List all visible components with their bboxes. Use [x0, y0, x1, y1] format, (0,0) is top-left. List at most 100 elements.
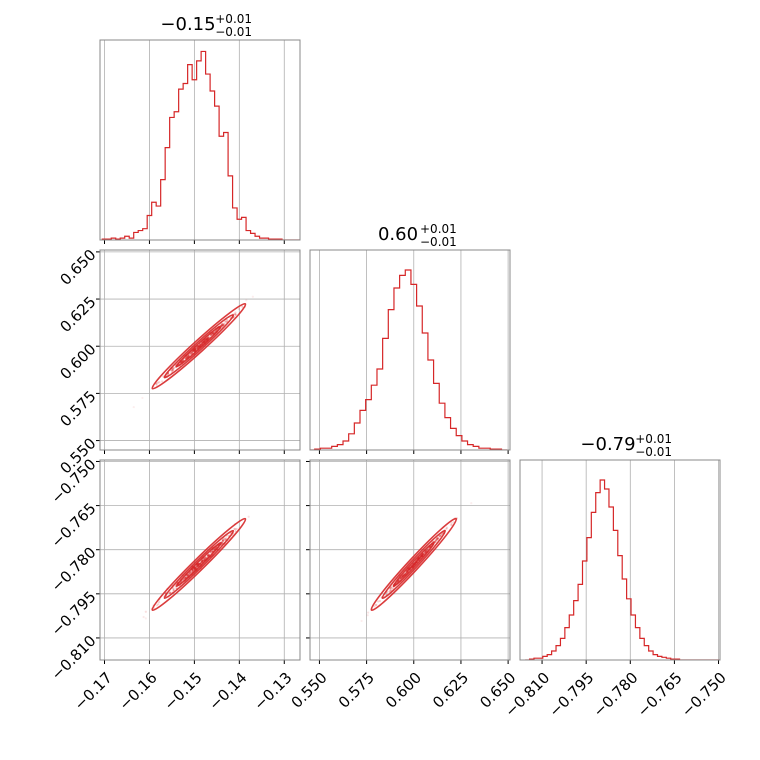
- scatter-p1-p2-contour-1: [163, 314, 235, 379]
- scatter-p2-p3-point-91: [407, 568, 410, 571]
- scatter-p2-p3-point-61: [418, 557, 421, 560]
- xtick-label-p1-3: −0.14: [205, 669, 250, 714]
- scatter-p2-p3-point-162: [402, 573, 406, 577]
- scatter-p2-p3-point-239: [449, 523, 452, 526]
- scatter-p1-p3-point-85: [206, 554, 210, 557]
- xtick-label-p1-1: −0.16: [116, 669, 161, 714]
- scatter-p2-p3-point-216: [435, 539, 438, 542]
- scatter-p2-p3-point-191: [411, 563, 414, 566]
- scatter-p1-p3-point-158: [142, 615, 145, 619]
- scatter-p2-p3-point-7: [412, 563, 415, 566]
- scatter-p2-p3-frame: [309, 459, 511, 661]
- scatter-p1-p2-point-197: [193, 347, 197, 351]
- scatter-p1-p3-point-43: [201, 559, 204, 563]
- scatter-p2-p3-point-172: [373, 605, 376, 608]
- scatter-p2-p3-point-134: [416, 558, 419, 561]
- scatter-p1-p3-point-51: [200, 560, 203, 563]
- scatter-p1-p3-point-216: [212, 548, 215, 552]
- scatter-p1-p2-point-113: [234, 311, 237, 314]
- title-p3: −0.79: [580, 434, 635, 455]
- scatter-p2-p3-point-224: [401, 575, 404, 578]
- scatter-p1-p3-point-124: [234, 530, 237, 533]
- scatter-p2-p3-point-149: [389, 586, 392, 589]
- xtick-label-p2-2: 0.600: [382, 669, 425, 712]
- scatter-p1-p3-point-45: [206, 554, 210, 557]
- scatter-p2-p3-point-30: [417, 557, 420, 561]
- scatter-p1-p3-point-129: [198, 563, 202, 566]
- scatter-p1-p2-point-174: [200, 343, 203, 346]
- scatter-p2-p3-point-122: [422, 552, 425, 556]
- xtick-label-p3-4: −0.750: [678, 669, 730, 721]
- scatter-p2-p3-point-113: [419, 555, 422, 558]
- scatter-p1-p2-point-216: [206, 337, 210, 340]
- scatter-p2-p3-point-195: [411, 564, 414, 567]
- scatter-p1-p2-point-148: [201, 341, 205, 345]
- scatter-p1-p3-point-128: [197, 563, 200, 566]
- scatter-p1-p3-point-102: [197, 562, 201, 566]
- scatter-p2-p3-point-46: [438, 534, 441, 538]
- title-p3-plus: +0.01: [635, 432, 672, 446]
- scatter-p2-p3-point-137: [402, 574, 405, 577]
- scatter-p1-p2-point-203: [192, 349, 195, 353]
- scatter-p2-p3-point-34: [390, 586, 393, 589]
- title-p2-plus: +0.01: [420, 222, 457, 236]
- scatter-p1-p2-point-219: [155, 382, 158, 386]
- scatter-p1-p3-contour-2: [151, 517, 247, 612]
- scatter-p2-p3-point-100: [407, 568, 411, 571]
- scatter-p1-p2-point-53: [161, 380, 164, 383]
- scatter-p2-p3-point-102: [422, 552, 425, 555]
- scatter-p1-p2-point-137: [225, 320, 228, 324]
- scatter-p1-p3-point-190: [197, 564, 200, 567]
- scatter-p1-p2-point-257: [157, 381, 160, 384]
- scatter-p1-p2-point-43: [234, 313, 237, 316]
- scatter-p2-p3-point-62: [414, 561, 418, 564]
- scatter-p2-p3-point-72: [414, 562, 417, 565]
- scatter-p2-p3-point-181: [412, 563, 415, 566]
- scatter-p2-p3-point-136: [434, 540, 437, 544]
- scatter-p1-p2-point-114: [199, 343, 202, 346]
- scatter-p1-p2-point-154: [198, 345, 202, 348]
- scatter-p1-p2-point-228: [194, 348, 197, 351]
- scatter-p1-p2-point-210: [198, 343, 202, 346]
- scatter-p2-p3-point-157: [378, 599, 382, 603]
- scatter-p2-p3-point-194: [377, 600, 380, 603]
- scatter-p1-p3-point-90: [193, 567, 196, 570]
- scatter-p2-p3-point-208: [412, 562, 415, 565]
- scatter-p1-p2-point-104: [221, 324, 225, 327]
- scatter-p2-p3-point-48: [408, 568, 411, 571]
- scatter-p1-p3-point-250: [221, 538, 224, 541]
- scatter-p1-p2-point-118: [210, 333, 213, 337]
- scatter-p1-p2-point-179: [206, 337, 209, 340]
- scatter-p2-p3-point-237: [414, 561, 417, 565]
- scatter-p2-p3-point-43: [413, 562, 416, 566]
- scatter-p2-p3-point-190: [411, 565, 414, 568]
- scatter-p1-p3-marks: [142, 515, 250, 620]
- scatter-p1-p3-point-7: [202, 559, 205, 562]
- scatter-p2-p3-point-196: [388, 590, 391, 593]
- scatter-p2-p3-point-244: [436, 537, 439, 540]
- scatter-p1-p3-point-205: [144, 617, 147, 620]
- scatter-p2-p3-point-54: [408, 566, 412, 569]
- scatter-p2-p3-point-78: [374, 603, 377, 607]
- scatter-p1-p2-point-4: [206, 337, 210, 340]
- hist-p3-frame: [519, 459, 721, 661]
- scatter-p1-p3-point-239: [225, 537, 228, 540]
- scatter-p2-p3-point-158: [416, 559, 419, 562]
- scatter-p2-p3-point-212: [438, 535, 441, 538]
- scatter-p1-p2-point-150: [191, 350, 194, 353]
- xtick-label-p1-0: −0.17: [71, 669, 116, 714]
- scatter-p1-p2-point-39: [224, 320, 227, 323]
- scatter-p2-p3-point-249: [415, 560, 418, 563]
- scatter-p2-p3-point-97: [410, 565, 414, 568]
- scatter-p1-p2-point-244: [141, 396, 144, 400]
- scatter-p2-p3-point-168: [413, 562, 417, 565]
- scatter-p1-p2-point-211: [221, 324, 224, 327]
- scatter-p2-p3-point-121: [450, 521, 453, 525]
- scatter-p1-p3-point-97: [157, 603, 160, 606]
- scatter-p2-p3-point-71: [375, 603, 378, 606]
- scatter-p1-p2-point-201: [223, 322, 226, 325]
- scatter-p1-p2-point-41: [192, 349, 195, 352]
- scatter-p2-p3-point-165: [415, 560, 418, 563]
- scatter-p2-p3-point-188: [367, 611, 370, 614]
- scatter-p2-p3-point-207: [445, 527, 448, 530]
